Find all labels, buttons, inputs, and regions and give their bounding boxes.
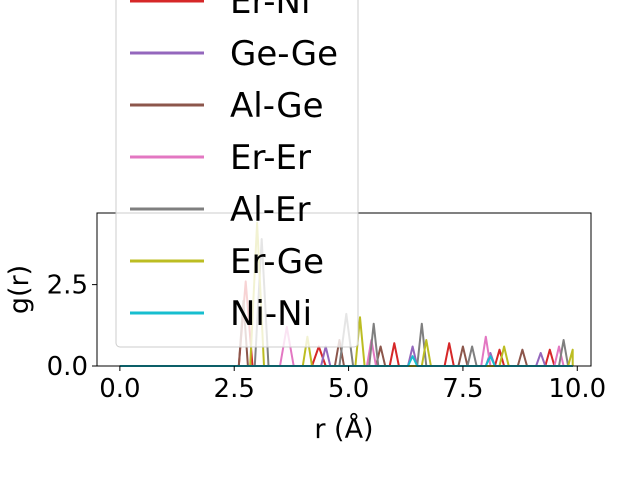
x-tick-label: 7.5 — [442, 374, 483, 404]
legend-label: Ge-Ge — [230, 34, 338, 74]
x-axis-label: r (Å) — [314, 413, 373, 445]
y-tick-label: 0.0 — [47, 352, 88, 382]
x-tick-label: 5.0 — [328, 374, 369, 404]
x-tick-label: 10.0 — [548, 374, 606, 404]
legend-item-ni-ni: Ni-Ni — [130, 294, 312, 334]
legend: Er-Ni Ge-Ge Al-Ge Er-Er Al-Er Er-Ge Ni-Ni — [115, 0, 359, 348]
legend-label: Al-Ge — [230, 86, 323, 126]
y-axis-label: g(r) — [4, 265, 35, 314]
legend-item-er-er: Er-Er — [130, 138, 311, 178]
legend-label: Er-Ge — [230, 242, 324, 282]
x-tick-label: 2.5 — [214, 374, 255, 404]
legend-item-al-er: Al-Er — [130, 190, 310, 230]
x-ticks: 0.0 2.5 5.0 7.5 10.0 — [99, 366, 606, 404]
legend-label: Er-Er — [230, 138, 311, 178]
legend-item-ge-ge: Ge-Ge — [130, 34, 338, 74]
x-tick-label: 0.0 — [99, 374, 140, 404]
legend-item-al-ge: Al-Ge — [130, 86, 323, 126]
y-ticks: 0.0 2.5 — [47, 271, 97, 382]
legend-item-er-ni: Er-Ni — [130, 0, 310, 22]
legend-item-er-ge: Er-Ge — [130, 242, 324, 282]
series-line-ni-ni — [119, 355, 573, 367]
legend-label: Er-Ni — [230, 0, 310, 22]
y-tick-label: 2.5 — [47, 271, 88, 301]
legend-label: Ni-Ni — [230, 294, 312, 334]
legend-label: Al-Er — [230, 190, 310, 230]
